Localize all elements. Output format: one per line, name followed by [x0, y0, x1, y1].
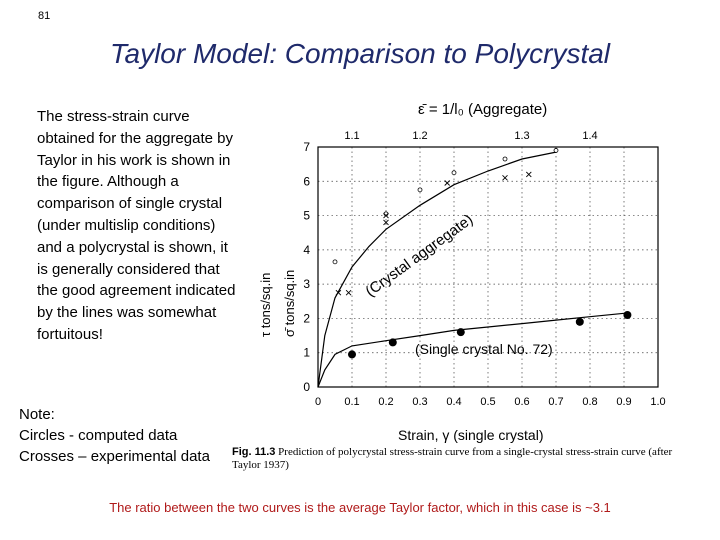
plot-frame: [317, 146, 659, 388]
cross-stroke: [383, 219, 389, 226]
series-label-aggregate: (Crystal aggregate): [362, 211, 476, 300]
y-tick-label: 3: [303, 277, 310, 291]
x-tick-label: 0.9: [616, 396, 631, 408]
series-label-single-crystal: (Single crystal No. 72): [415, 341, 553, 357]
y-tick-label: 6: [303, 174, 310, 188]
computed-point: [623, 311, 632, 319]
body-text: The stress-strain curve obtained for the…: [37, 108, 236, 343]
series-line-single-crystal: [317, 312, 625, 388]
experimental-cross: [444, 180, 451, 186]
footer-note: The ratio between the two curves is the …: [109, 500, 611, 515]
experimental-cross: [502, 175, 508, 181]
computed-point: [348, 350, 356, 359]
x-tick-label: 0: [315, 396, 321, 408]
note-line-crosses: Crosses – experimental data: [19, 448, 210, 465]
cross-stroke: [502, 175, 508, 181]
experimental-cross: [335, 289, 342, 296]
x-tick-label: 0.2: [378, 396, 393, 408]
top-axis-label: ε̄ = 1/l₀ (Aggregate): [418, 101, 547, 118]
slide-number: 81: [38, 10, 51, 22]
cross-stroke: [444, 180, 451, 186]
slide-title: Taylor Model: Comparison to Polycrystal: [109, 38, 611, 69]
top-tick-label: 1.4: [582, 130, 597, 142]
x-tick-label: 0.6: [514, 396, 529, 408]
computed-point: [451, 170, 457, 176]
data-marks: [332, 148, 632, 359]
axis-ticks: 0 0.1 0.2 0.3 0.4 0.5 0.6 0.7 0.8 0.9 1.0 0 1 2 3 4 5 6 7 1…: [303, 130, 665, 408]
x-axis-label: Strain, γ (single crystal): [398, 427, 543, 443]
x-tick-label: 0.5: [480, 396, 495, 408]
cross-stroke: [345, 289, 352, 296]
y-tick-label: 7: [303, 140, 310, 154]
x-tick-label: 0.4: [446, 396, 461, 408]
note-heading: Note:: [19, 406, 55, 423]
experimental-cross: [345, 289, 352, 296]
figure-caption: Fig. 11.3 Prediction of polycrystal stre…: [232, 446, 702, 472]
y-tick-label: 1: [303, 346, 310, 360]
x-tick-label: 0.7: [548, 396, 563, 408]
cross-stroke: [383, 212, 389, 219]
series-line-aggregate: [317, 151, 557, 388]
note-box: Note: Circles - computed data Crosses – …: [19, 404, 239, 467]
top-tick-label: 1.1: [344, 130, 359, 142]
computed-point: [502, 156, 508, 162]
cross-stroke: [335, 289, 342, 296]
computed-point: [575, 317, 584, 326]
y-axis-label-right: σ̄ tons/sq.in: [282, 270, 297, 337]
experimental-cross: [525, 171, 532, 178]
x-tick-label: 0.8: [582, 396, 597, 408]
curves: [317, 151, 625, 388]
computed-point: [456, 328, 465, 337]
x-tick-label: 0.1: [344, 396, 359, 408]
y-tick-label: 2: [303, 311, 310, 325]
figure-caption-text: Prediction of polycrystal stress-strain …: [232, 446, 673, 471]
computed-point: [388, 338, 397, 347]
x-tick-label: 1.0: [650, 396, 665, 408]
top-tick-label: 1.2: [412, 130, 427, 142]
y-axis-label-left: τ tons/sq.in: [258, 273, 273, 337]
figure-label: Fig. 11.3: [232, 446, 276, 458]
y-tick-label: 5: [303, 209, 310, 223]
computed-point: [553, 148, 559, 153]
experimental-cross: [383, 212, 389, 219]
cross-stroke: [525, 171, 532, 178]
experimental-cross: [383, 219, 389, 226]
y-tick-label: 4: [303, 243, 310, 257]
note-line-circles: Circles - computed data: [19, 427, 178, 444]
computed-point: [417, 187, 423, 193]
x-tick-label: 0.3: [412, 396, 427, 408]
top-tick-label: 1.3: [514, 130, 529, 142]
stress-strain-figure: 0 0.1 0.2 0.3 0.4 0.5 0.6 0.7 0.8 0.9 1.0 0 1 2 3 4 5 6 7 1…: [258, 101, 666, 443]
computed-point: [332, 259, 338, 265]
y-tick-label: 0: [303, 380, 310, 394]
